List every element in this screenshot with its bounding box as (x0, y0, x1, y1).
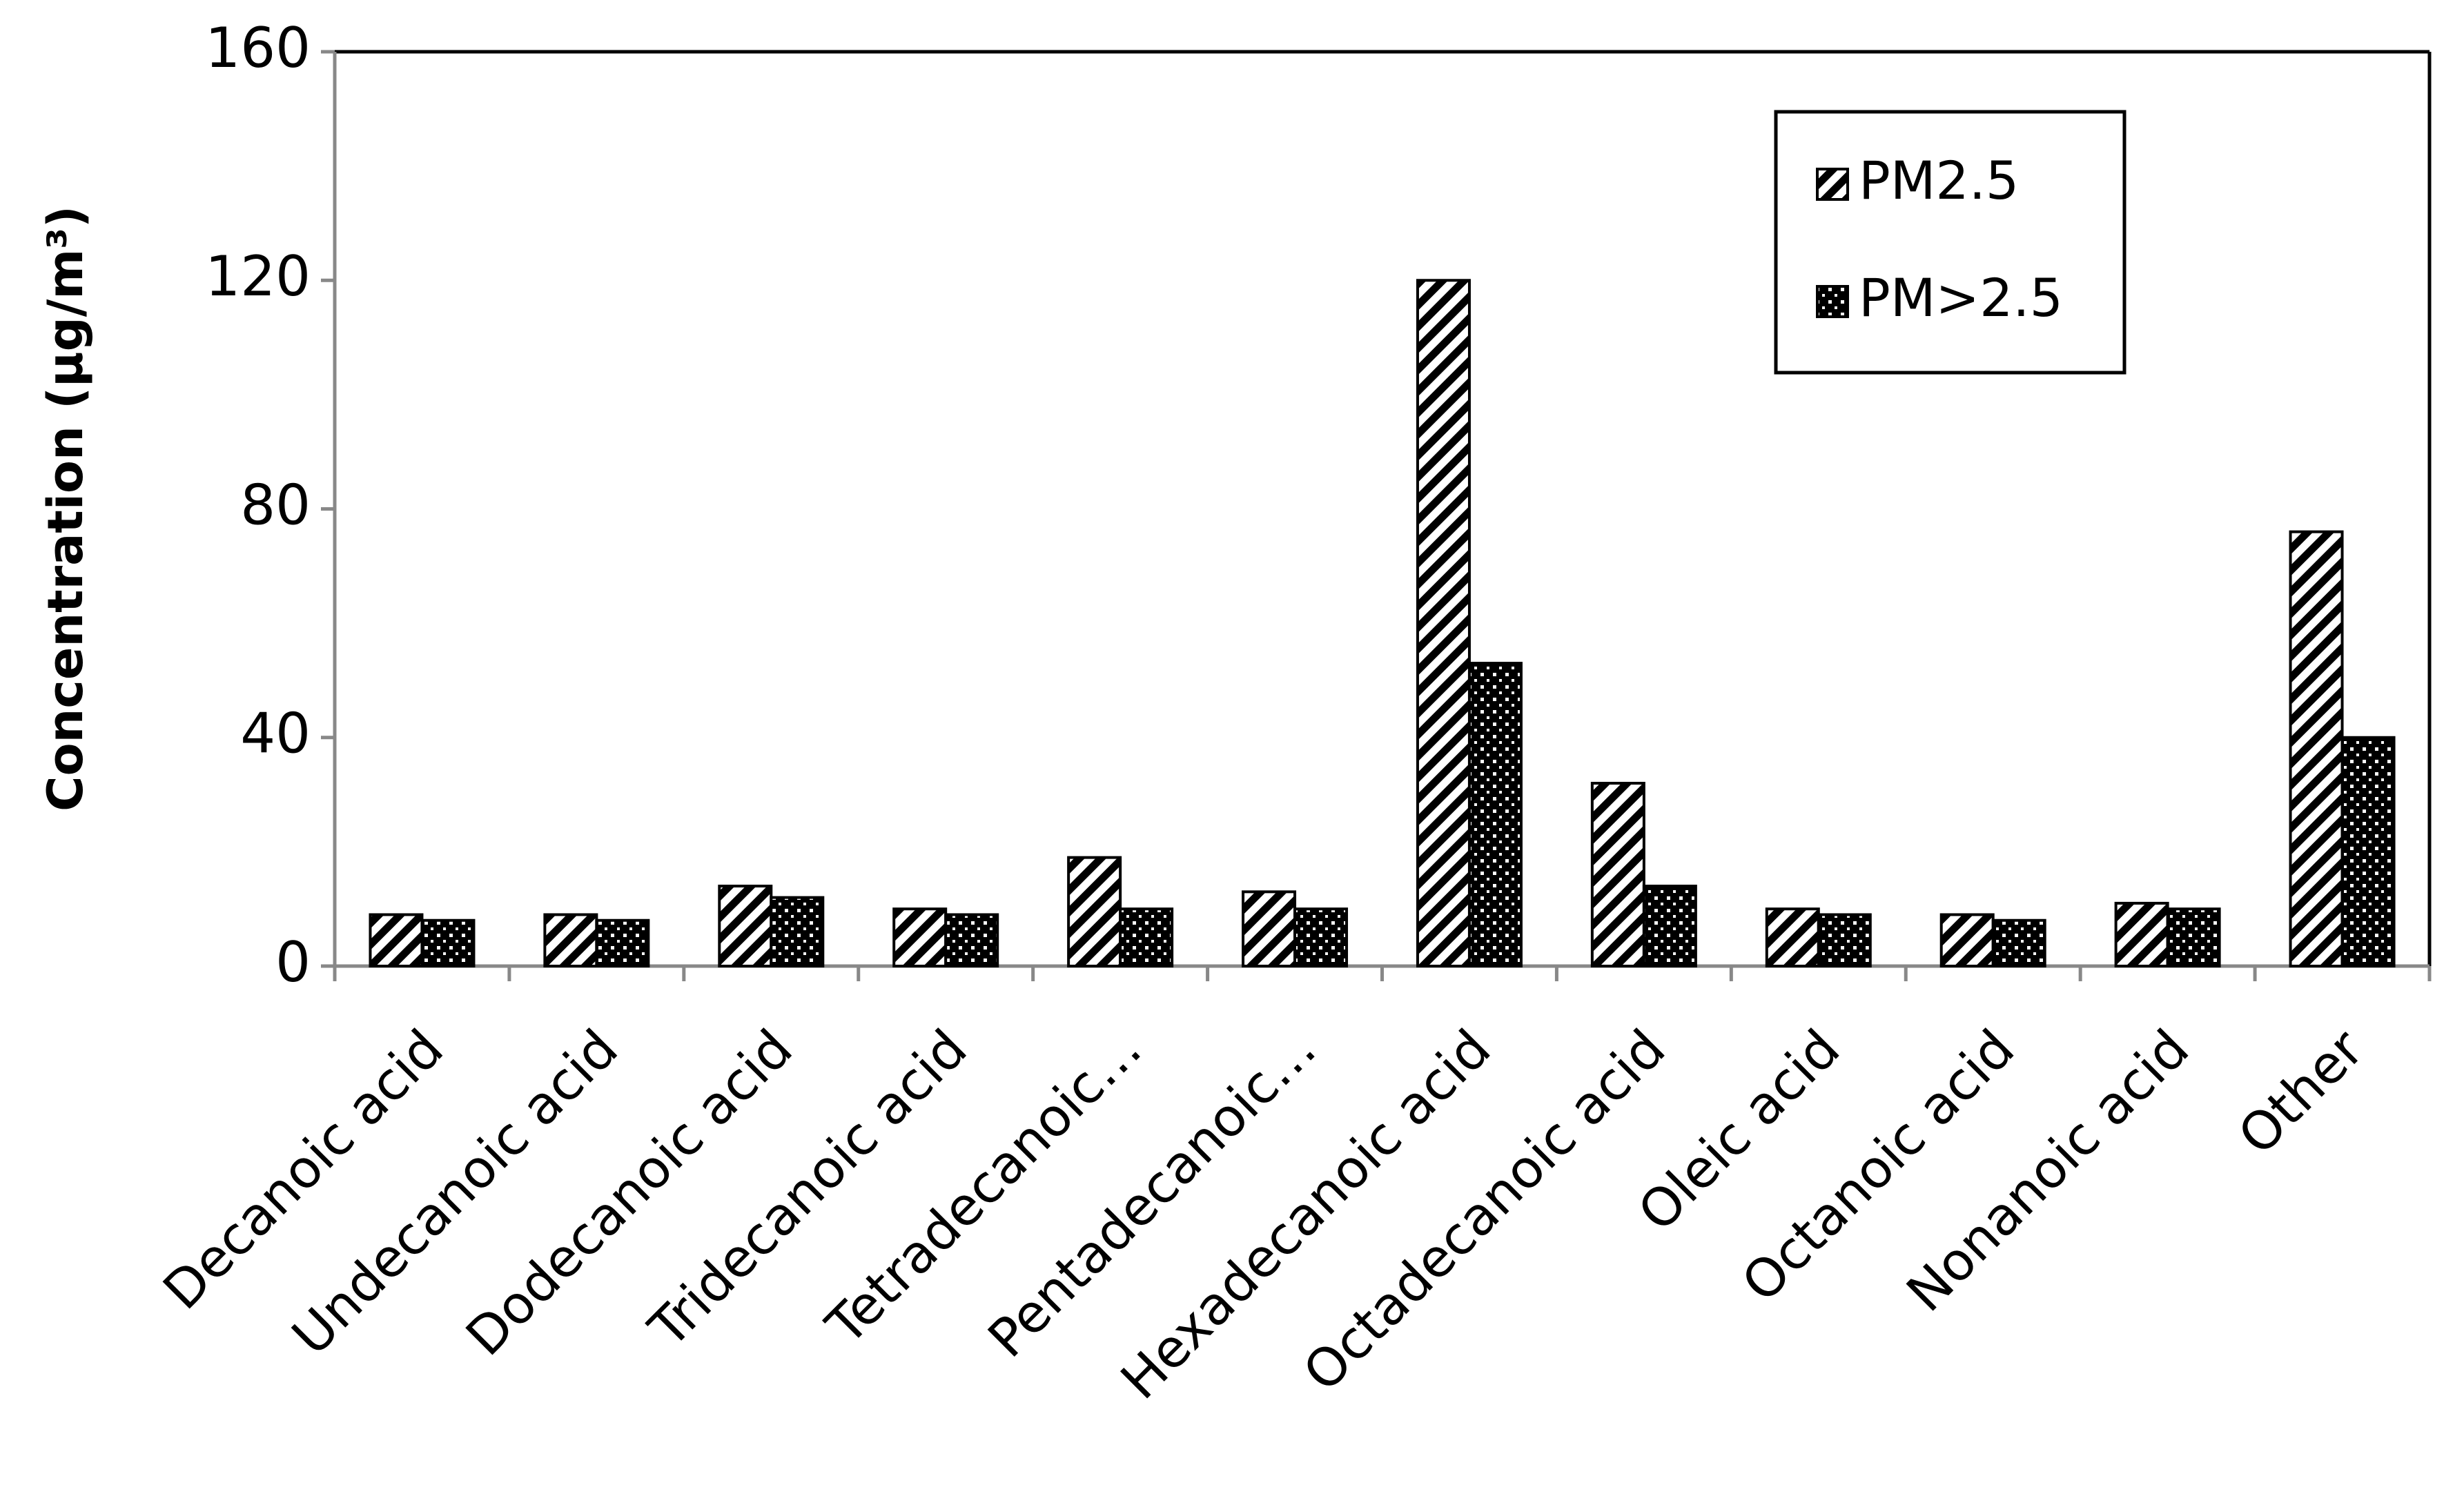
bar (892, 907, 948, 967)
bar (944, 913, 999, 967)
bar (2289, 530, 2344, 967)
y-tick-label: 120 (205, 244, 311, 308)
bar (1642, 885, 1697, 967)
x-tick-label: Tridecanoic acid (637, 1018, 979, 1359)
bar (1067, 856, 1122, 967)
bar (1991, 918, 2046, 967)
bar (2114, 901, 2169, 967)
x-tick-label: Other (2227, 1017, 2376, 1166)
bar (1293, 907, 1349, 967)
legend-label: PM2.5 (1859, 150, 2019, 211)
x-tick-label: Undecanoic acid (280, 1018, 629, 1367)
bar (2166, 907, 2221, 967)
x-tick-label: Pentadecanoic… (976, 1018, 1327, 1369)
bar (1119, 907, 1174, 967)
y-tick-label: 40 (240, 702, 311, 766)
bar (1416, 279, 1471, 967)
bar (2340, 736, 2396, 967)
legend-box (1774, 110, 2126, 375)
bar (543, 913, 598, 967)
y-tick-label: 160 (205, 16, 311, 80)
bar (1242, 890, 1297, 967)
x-tick-label: Dodecanoic acid (454, 1018, 804, 1368)
bar (369, 913, 424, 967)
bar (1590, 782, 1645, 967)
bar (718, 885, 773, 967)
bar (420, 918, 476, 967)
bar (1817, 913, 1872, 967)
legend-label: PM>2.5 (1859, 267, 2063, 328)
x-tick-label: Tetradecanoic… (814, 1018, 1153, 1357)
bar (595, 918, 650, 967)
legend-swatch (1816, 168, 1849, 201)
bar (1467, 662, 1523, 967)
bar (1939, 913, 1995, 967)
legend-swatch (1816, 285, 1849, 318)
y-axis-title: Concentration (µg/m³) (37, 206, 94, 812)
y-tick-label: 0 (275, 930, 311, 994)
bar (770, 896, 825, 967)
y-tick-label: 80 (240, 473, 311, 537)
bar (1765, 907, 1820, 967)
